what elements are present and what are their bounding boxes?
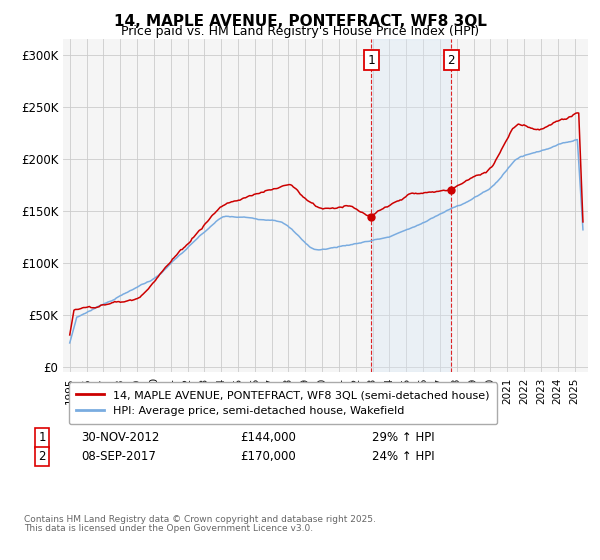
Text: 14, MAPLE AVENUE, PONTEFRACT, WF8 3QL: 14, MAPLE AVENUE, PONTEFRACT, WF8 3QL bbox=[113, 14, 487, 29]
Text: Price paid vs. HM Land Registry's House Price Index (HPI): Price paid vs. HM Land Registry's House … bbox=[121, 25, 479, 38]
Text: 1: 1 bbox=[367, 54, 375, 67]
Text: £170,000: £170,000 bbox=[240, 450, 296, 463]
Legend: 14, MAPLE AVENUE, PONTEFRACT, WF8 3QL (semi-detached house), HPI: Average price,: 14, MAPLE AVENUE, PONTEFRACT, WF8 3QL (s… bbox=[68, 382, 497, 424]
Text: Contains HM Land Registry data © Crown copyright and database right 2025.: Contains HM Land Registry data © Crown c… bbox=[24, 515, 376, 524]
Text: 2: 2 bbox=[448, 54, 455, 67]
Text: £144,000: £144,000 bbox=[240, 431, 296, 445]
Bar bbox=[371, 39, 451, 372]
Text: This data is licensed under the Open Government Licence v3.0.: This data is licensed under the Open Gov… bbox=[24, 524, 313, 533]
Text: 2: 2 bbox=[38, 450, 46, 463]
Text: 08-SEP-2017: 08-SEP-2017 bbox=[81, 450, 156, 463]
Text: 29% ↑ HPI: 29% ↑ HPI bbox=[372, 431, 434, 445]
Text: 1: 1 bbox=[38, 431, 46, 445]
Text: 30-NOV-2012: 30-NOV-2012 bbox=[81, 431, 160, 445]
Text: 24% ↑ HPI: 24% ↑ HPI bbox=[372, 450, 434, 463]
